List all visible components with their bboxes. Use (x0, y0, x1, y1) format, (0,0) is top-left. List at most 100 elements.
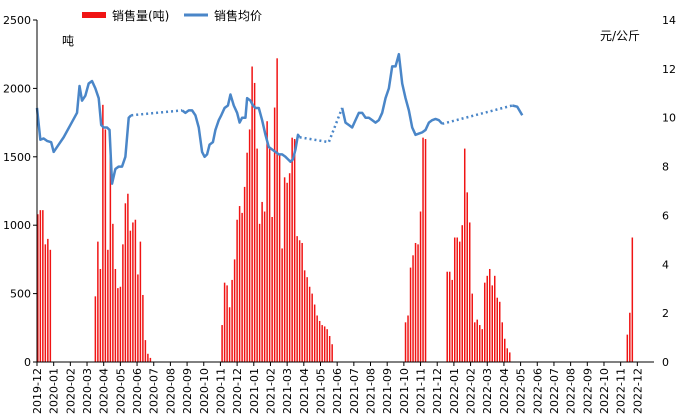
x-axis-tick-label: 2020-11 (214, 368, 227, 414)
sales-bar (281, 248, 283, 362)
x-axis-tick-label: 2022-06 (531, 368, 544, 414)
sales-bar (298, 240, 301, 362)
right-axis-tick-label: 4 (662, 258, 669, 271)
x-axis-tick-label: 2020-06 (131, 368, 144, 414)
sales-bar (97, 241, 99, 362)
sales-bar (468, 222, 471, 362)
sales-bar (233, 259, 236, 362)
sales-bar (49, 249, 52, 362)
sales-bar (109, 151, 112, 362)
sales-bar (313, 304, 316, 362)
sales-bars (37, 58, 634, 363)
sales-bar (134, 219, 137, 362)
sales-bar (311, 293, 313, 362)
x-axis-tick-label: 2020-09 (181, 368, 194, 414)
x-axis-tick-label: 2020-08 (164, 368, 177, 414)
sales-bar (463, 148, 466, 362)
sales-bar (127, 193, 129, 362)
sales-bar (481, 329, 483, 362)
right-axis-tick-label: 10 (662, 112, 676, 125)
sales-bar (488, 268, 491, 362)
x-axis-tick-label: 2022-01 (448, 368, 461, 414)
sales-bar (129, 230, 132, 362)
x-axis-tick-label: 2022-02 (465, 368, 478, 414)
sales-bar (509, 352, 511, 362)
sales-bar (631, 237, 634, 362)
sales-bar (122, 244, 124, 362)
x-axis-tick-label: 2021-09 (381, 368, 394, 414)
sales-bar (273, 107, 276, 362)
x-axis-tick-label: 2022-08 (565, 368, 578, 414)
legend-bar-label: 销售量(吨) (112, 8, 169, 23)
sales-bar (99, 268, 102, 362)
x-axis-tick-label: 2022-03 (481, 368, 494, 414)
x-axis-tick-label: 2020-03 (81, 368, 94, 414)
sales-bar (419, 211, 422, 362)
right-axis-tick-label: 8 (662, 161, 669, 174)
sales-bar (243, 186, 246, 362)
sales-bar (483, 282, 486, 362)
sales-bar (288, 173, 291, 362)
right-axis-tick-label: 14 (662, 14, 676, 27)
price-line-segment (181, 93, 301, 163)
sales-bar (271, 216, 273, 362)
sales-bar (453, 237, 456, 362)
sales-bar (142, 294, 144, 362)
sales-bar (404, 322, 407, 362)
sales-bar (496, 297, 498, 362)
right-axis-tick-label: 6 (662, 209, 669, 222)
sales-bar (226, 285, 228, 362)
right-axis-tick-label: 2 (662, 307, 669, 320)
left-axis-tick-label: 2500 (3, 14, 31, 27)
sales-bar (236, 219, 238, 362)
sales-bar (414, 242, 417, 362)
sales-bar (306, 277, 308, 362)
sales-bar (316, 315, 318, 362)
sales-bar (263, 211, 266, 362)
price-line-dotted-segment (299, 107, 344, 144)
sales-bar (102, 104, 104, 362)
sales-bar (407, 315, 409, 362)
sales-bar (37, 214, 39, 362)
x-axis-tick-label: 2021-05 (314, 368, 327, 414)
sales-bar (94, 296, 97, 362)
x-axis-tick-label: 2022-12 (631, 368, 644, 414)
sales-bar (491, 285, 493, 362)
x-axis-tick-label: 2021-10 (398, 368, 411, 414)
sales-bar (268, 148, 271, 362)
sales-bar (456, 237, 458, 362)
right-axis-tick-label: 12 (662, 63, 676, 76)
left-axis-tick-label: 500 (10, 288, 31, 301)
x-axis-tick-label: 2019-12 (31, 368, 44, 414)
sales-bar (506, 348, 508, 362)
sales-bar (261, 201, 263, 362)
sales-bar (124, 203, 127, 362)
left-axis-tick-label: 0 (24, 356, 31, 369)
x-axis-tick-label: 2022-09 (581, 368, 594, 414)
sales-bar (422, 137, 424, 362)
x-axis-tick-label: 2021-04 (298, 368, 311, 414)
right-axis-unit: 元/公斤 (600, 29, 640, 43)
x-axis-tick-label: 2020-04 (98, 368, 111, 414)
price-line-segment (340, 52, 444, 137)
sales-bar (293, 139, 296, 362)
sales-bar (409, 267, 412, 362)
sales-bar (446, 271, 448, 362)
x-axis-tick-label: 2020-05 (114, 368, 127, 414)
price-line-segment (35, 79, 133, 185)
sales-bar (223, 282, 226, 362)
sales-bar (504, 338, 506, 362)
sales-bar (424, 139, 427, 362)
x-axis-tick-label: 2022-11 (615, 368, 628, 414)
x-axis-tick-label: 2021-01 (248, 368, 261, 414)
left-axis-tick-label: 1000 (3, 219, 31, 232)
sales-bar (132, 222, 134, 362)
sales-bar (328, 336, 331, 362)
x-axis-tick-label: 2021-03 (281, 368, 294, 414)
sales-bar (461, 225, 463, 362)
left-axis-unit: 吨 (62, 34, 74, 48)
sales-bar (238, 206, 241, 362)
x-axis-tick-label: 2022-07 (548, 368, 561, 414)
sales-bar (107, 249, 109, 362)
